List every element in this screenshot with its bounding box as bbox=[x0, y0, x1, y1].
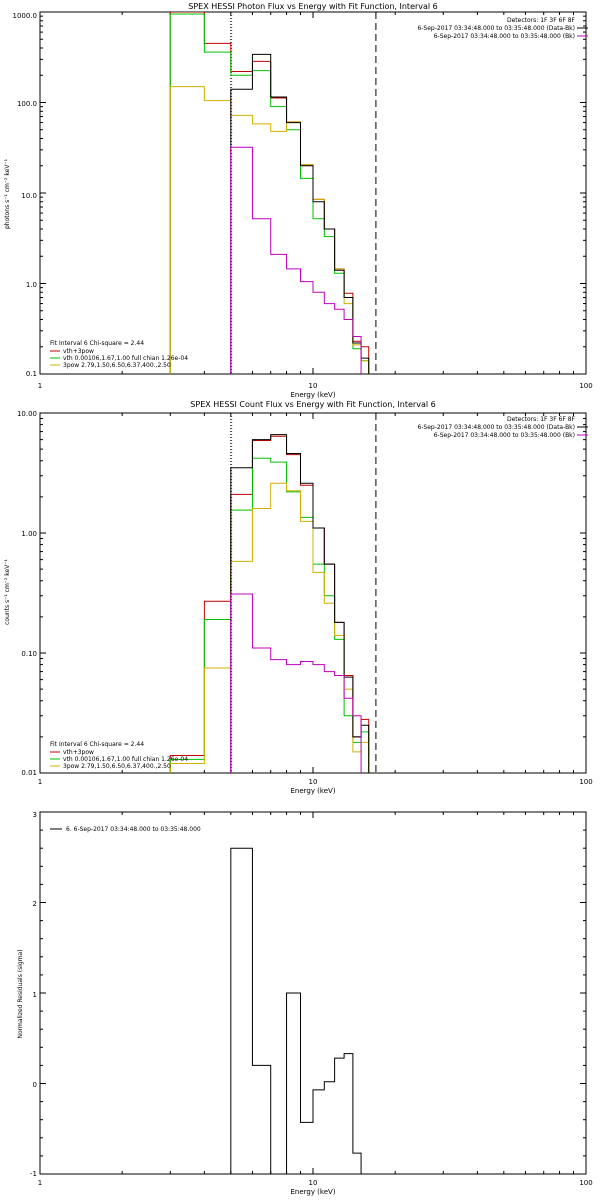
x-tick-label: 10 bbox=[309, 778, 318, 786]
plot-area bbox=[39, 11, 587, 375]
y-tick-label: 0 bbox=[33, 1081, 37, 1089]
x-tick-label: 100 bbox=[579, 1179, 592, 1187]
y-axis-label: counts s⁻¹ cm⁻² keV⁻¹ bbox=[4, 559, 11, 625]
plot-area bbox=[39, 811, 587, 1175]
legend-residuals: 6. 6-Sep-2017 03:34:48.000 to 03:35:48.0… bbox=[66, 826, 201, 833]
legend-powerlaw: 3pow 2.79,1.50,6.50,6.37,400.,2.50 bbox=[63, 362, 171, 369]
y-tick-label: 0.01 bbox=[21, 769, 37, 777]
legend-detectors: Detectors: 1F 3F 6F 8F bbox=[507, 17, 576, 24]
y-tick-label: 3 bbox=[33, 811, 37, 819]
legend-total: vth+3pow bbox=[63, 348, 94, 355]
x-tick-label: 10 bbox=[309, 382, 318, 390]
series-line bbox=[169, 457, 383, 773]
y-tick-label: 1.0 bbox=[26, 281, 37, 289]
y-axis-label: photons s⁻¹ cm⁻² keV⁻¹ bbox=[4, 158, 11, 229]
legend-powerlaw: 3pow 2.79,1.50,6.50,6.37,400.,2.50 bbox=[63, 763, 171, 770]
y-tick-label: 0.10 bbox=[21, 650, 37, 658]
series-line bbox=[169, 86, 370, 374]
count-flux-panel: SPEX HESSI Count Flux vs Energy with Fit… bbox=[4, 400, 593, 795]
legend-fit-interval: Fit Interval 6 Chi-square = 2.44 bbox=[50, 741, 144, 748]
y-tick-label: 1 bbox=[33, 991, 37, 999]
x-tick-label: 10 bbox=[309, 1179, 318, 1187]
legend-data-bk: 6-Sep-2017 03:34:48.000 to 03:35:48.000 … bbox=[417, 424, 575, 431]
y-tick-label: -1 bbox=[30, 1170, 37, 1178]
x-tick-label: 100 bbox=[579, 778, 592, 786]
legend-thermal: vth 0.00106,1.67,1.00 full chian 1.26e-0… bbox=[63, 355, 188, 362]
series-line bbox=[230, 847, 369, 1174]
series-line bbox=[230, 146, 362, 374]
series-line bbox=[169, 12, 370, 374]
y-tick-label: 1000.0 bbox=[13, 12, 38, 20]
y-tick-label: 0.1 bbox=[26, 370, 37, 378]
residuals-panel: 1 10 100 Energy (keV) -1 0 1 2 3 Normali… bbox=[17, 811, 593, 1196]
legend-detectors: Detectors: 1F 3F 6F 8F bbox=[507, 416, 576, 423]
x-tick-label: 1 bbox=[38, 1179, 42, 1187]
legend-bk: 6-Sep-2017 03:34:48.000 to 03:35:48.000 … bbox=[434, 432, 575, 439]
x-tick-label: 1 bbox=[38, 778, 42, 786]
y-axis-label: Normalized Residuals (sigma) bbox=[17, 949, 24, 1038]
series-line bbox=[230, 53, 370, 374]
plot-frame bbox=[39, 412, 587, 774]
series-line bbox=[169, 435, 383, 773]
x-axis-label: Energy (keV) bbox=[290, 391, 335, 399]
x-axis-label: Energy (keV) bbox=[290, 787, 335, 795]
chart-title: SPEX HESSI Photon Flux vs Energy with Fi… bbox=[188, 2, 438, 11]
x-tick-label: 1 bbox=[38, 382, 42, 390]
legend-total: vth+3pow bbox=[63, 749, 94, 756]
series-line bbox=[169, 482, 383, 773]
y-tick-label: 10.0 bbox=[21, 192, 37, 200]
plot-area bbox=[39, 412, 587, 774]
y-tick-label: 1.00 bbox=[21, 530, 37, 538]
y-tick-label: 2 bbox=[33, 900, 37, 908]
y-tick-label: 10.00 bbox=[17, 410, 37, 418]
chart-title: SPEX HESSI Count Flux vs Energy with Fit… bbox=[190, 400, 435, 409]
legend-data-bk: 6-Sep-2017 03:34:48.000 to 03:35:48.000 … bbox=[417, 25, 575, 32]
series-line bbox=[230, 593, 362, 773]
x-tick-label: 100 bbox=[579, 382, 592, 390]
legend-fit-interval: Fit Interval 6 Chi-square = 2.44 bbox=[50, 340, 144, 347]
y-tick-label: 100.0 bbox=[17, 100, 37, 108]
x-axis-label: Energy (keV) bbox=[290, 1188, 335, 1196]
series-line bbox=[169, 13, 370, 374]
photon-flux-panel: SPEX HESSI Photon Flux vs Energy with Fi… bbox=[4, 2, 593, 399]
legend-thermal: vth 0.00106,1.67,1.00 full chian 1.26e-0… bbox=[63, 756, 188, 763]
legend-bk: 6-Sep-2017 03:34:48.000 to 03:35:48.000 … bbox=[434, 33, 575, 40]
